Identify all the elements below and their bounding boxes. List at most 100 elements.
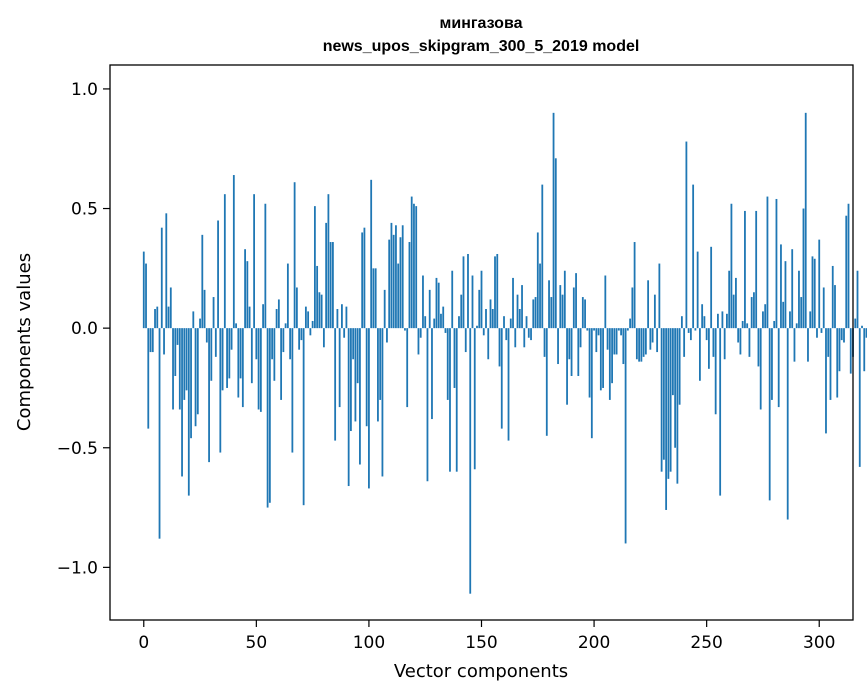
bar <box>424 316 427 329</box>
bar <box>629 318 631 329</box>
bar <box>482 328 485 336</box>
bar <box>696 251 699 329</box>
bar <box>548 280 550 329</box>
bar <box>212 297 215 329</box>
bar <box>786 328 789 520</box>
bar <box>372 268 375 329</box>
bar <box>516 294 519 329</box>
plot-frame <box>109 64 854 621</box>
bar <box>226 328 228 388</box>
bar <box>649 328 652 350</box>
bar <box>192 311 195 329</box>
bar <box>219 328 222 453</box>
bar <box>773 320 776 329</box>
bar <box>671 328 674 396</box>
bar <box>658 263 661 329</box>
bar <box>293 182 296 329</box>
bar <box>692 184 695 329</box>
bar <box>417 328 420 355</box>
bar <box>408 242 411 329</box>
bar <box>753 292 755 329</box>
bar <box>250 328 253 384</box>
chart-subtitle: news_upos_skipgram_300_5_2019 model <box>323 38 640 55</box>
bar <box>653 294 656 329</box>
bar <box>739 328 742 355</box>
bar <box>845 215 848 329</box>
bar <box>849 328 852 374</box>
bar <box>813 258 816 329</box>
bar <box>602 328 604 388</box>
bar <box>253 194 255 329</box>
bar <box>341 304 343 329</box>
bar <box>363 227 366 329</box>
bar <box>719 328 722 496</box>
bar <box>635 328 638 360</box>
bar <box>451 270 454 329</box>
bar <box>861 325 863 329</box>
bar <box>221 328 224 391</box>
bar <box>523 328 526 348</box>
bar <box>795 323 798 329</box>
bar <box>726 313 728 329</box>
bar <box>689 328 692 341</box>
bar <box>514 328 517 348</box>
bar <box>410 196 413 329</box>
bar <box>142 251 145 329</box>
bar <box>172 328 174 410</box>
bar <box>322 328 325 348</box>
y-tick-label: 0.0 <box>71 319 98 339</box>
bar <box>392 234 395 329</box>
bar <box>449 328 451 472</box>
bar <box>156 306 159 329</box>
bar <box>395 225 397 329</box>
bar <box>277 299 280 329</box>
bar <box>196 328 199 415</box>
bar <box>534 297 537 329</box>
bar <box>744 210 746 329</box>
bar <box>496 253 499 329</box>
bar <box>613 328 616 355</box>
bar <box>190 328 192 439</box>
bar <box>863 328 866 372</box>
x-tick-label: 250 <box>690 633 722 653</box>
bar <box>311 320 314 329</box>
bar <box>217 220 219 329</box>
bar <box>163 328 165 355</box>
bar <box>291 328 294 453</box>
bar <box>712 328 715 357</box>
bar <box>530 328 532 341</box>
bar <box>350 328 352 432</box>
bar <box>284 323 287 329</box>
x-tick-label: 0 <box>138 633 149 653</box>
bar <box>527 328 530 338</box>
bar <box>746 323 749 329</box>
bar <box>856 270 859 329</box>
bar <box>539 263 541 329</box>
bar <box>406 328 409 408</box>
bar <box>388 239 391 329</box>
bar <box>622 328 625 365</box>
bar <box>703 316 706 329</box>
bar <box>149 328 152 353</box>
bar <box>214 328 217 357</box>
bar <box>532 299 535 329</box>
bar <box>444 328 447 333</box>
bar <box>809 311 812 329</box>
bar <box>390 222 393 329</box>
bar <box>597 328 600 336</box>
bar <box>854 318 857 329</box>
bar <box>230 328 233 350</box>
bar <box>831 265 834 329</box>
bar <box>759 328 762 410</box>
bar <box>581 297 584 329</box>
bar <box>460 294 463 329</box>
bar <box>413 203 415 329</box>
bar <box>674 328 677 448</box>
bar <box>818 239 821 329</box>
bar <box>644 328 647 355</box>
bar <box>401 225 404 329</box>
y-tick-label: −1.0 <box>57 558 98 578</box>
bar <box>491 309 494 329</box>
bar <box>365 328 368 427</box>
bar <box>352 328 355 360</box>
